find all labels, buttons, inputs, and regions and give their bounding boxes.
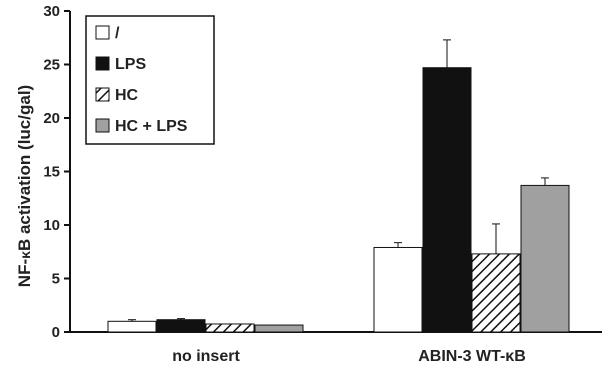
legend: / LPS HC HC + LPS xyxy=(85,15,215,145)
bar xyxy=(422,67,472,333)
legend-swatch xyxy=(95,25,110,40)
bar xyxy=(205,323,255,333)
legend-label: LPS xyxy=(115,56,146,73)
legend-swatch xyxy=(95,56,110,71)
bar xyxy=(254,324,304,333)
category-label: ABIN-3 WT-κB xyxy=(418,348,526,365)
legend-swatch xyxy=(95,87,110,102)
bar xyxy=(156,319,206,333)
bar xyxy=(471,253,521,333)
y-tick-label: 15 xyxy=(43,164,60,181)
y-tick-label: 0 xyxy=(52,324,60,341)
y-tick-label: 30 xyxy=(43,3,60,20)
y-tick-label: 5 xyxy=(52,271,60,288)
y-tick-label: 20 xyxy=(43,110,60,127)
legend-label: HC + LPS xyxy=(115,118,188,135)
y-tick-label: 25 xyxy=(43,57,60,74)
y-tick-label: 10 xyxy=(43,217,60,234)
y-axis-title: NF-κB activation (luc/gal) xyxy=(15,85,34,287)
category-label: no insert xyxy=(172,348,240,365)
bar xyxy=(520,184,570,333)
bar xyxy=(373,246,423,333)
legend-swatch xyxy=(95,118,110,133)
bar xyxy=(107,320,157,333)
legend-label: / xyxy=(115,25,120,42)
legend-label: HC xyxy=(115,87,139,104)
